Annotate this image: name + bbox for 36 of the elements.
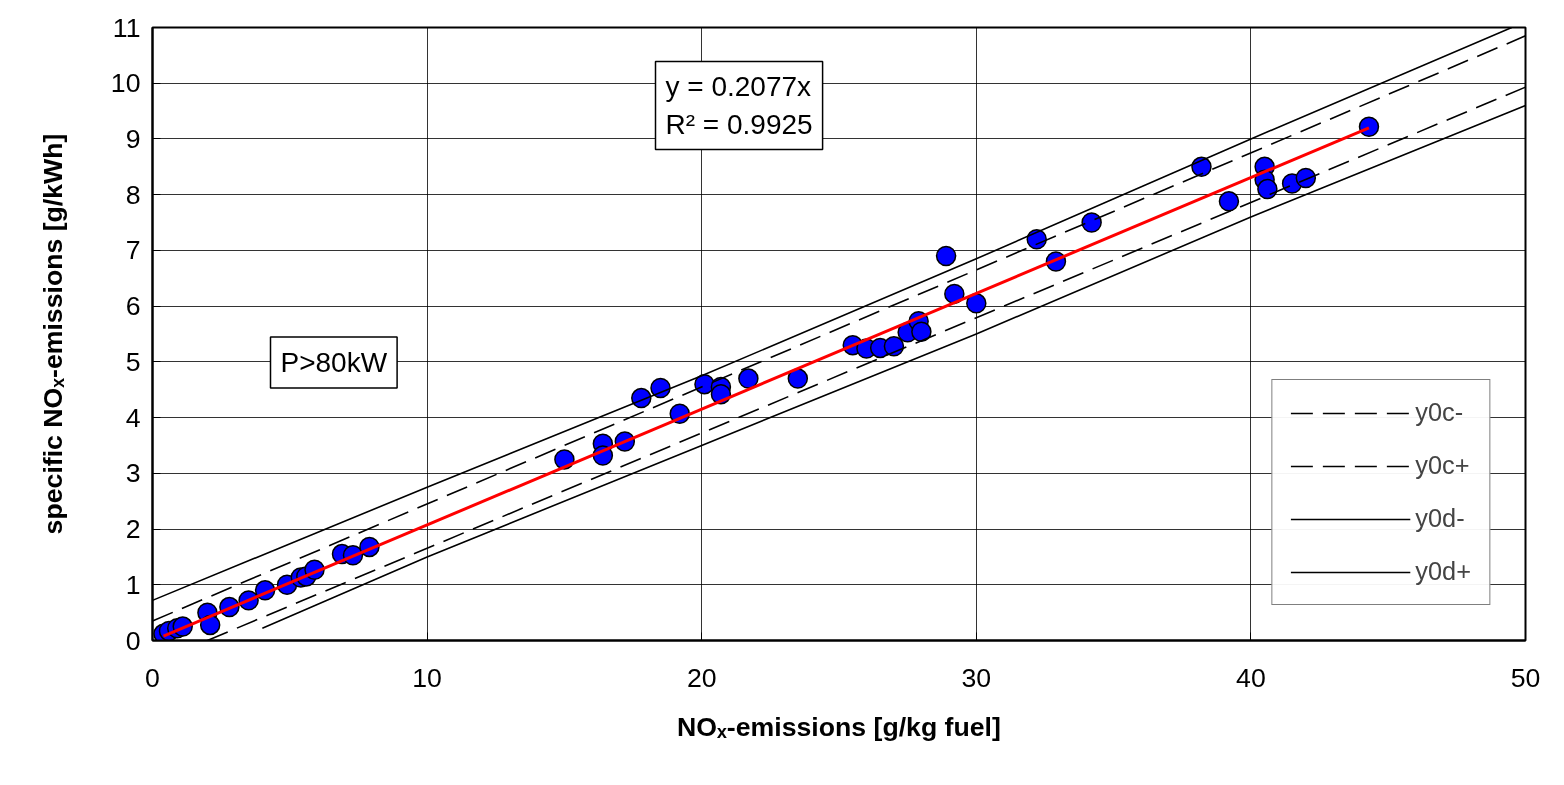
y-tick-label: 11: [112, 12, 141, 43]
point: [738, 368, 759, 389]
y-tick-label: 6: [125, 291, 141, 322]
y-tick-label: 4: [125, 402, 141, 433]
annotation: P>80kW: [280, 347, 388, 378]
y-tick-label: 5: [125, 346, 141, 377]
y-tick-label: 0: [125, 625, 141, 656]
y-tick-label: 10: [110, 68, 141, 99]
point: [883, 336, 905, 357]
point: [935, 245, 957, 267]
x-tick-label: 10: [412, 662, 442, 693]
point: [1257, 178, 1278, 200]
y-axis-title: specific NOₓ-emissions [g/kWh]: [37, 133, 68, 535]
y-tick-label: 3: [125, 458, 141, 489]
point: [911, 321, 932, 342]
point: [1218, 191, 1240, 212]
x-tick-label: 0: [145, 662, 160, 693]
y-tick-label: 2: [125, 514, 141, 545]
legend-label: y0d+: [1415, 557, 1471, 586]
annotation: y = 0.2077x R² = 0.9925: [665, 71, 813, 140]
x-tick-label: 20: [686, 662, 717, 693]
y-tick-label: 7: [125, 235, 141, 266]
x-tick-label: 50: [1510, 662, 1541, 693]
x-axis-title: NOₓ-emissions [g/kg fuel]: [677, 711, 1001, 742]
legend-label: y0c+: [1415, 451, 1470, 480]
y-tick-label: 1: [125, 569, 141, 600]
y-tick-label: 8: [125, 179, 141, 210]
y-tick-label: 9: [125, 123, 141, 154]
point: [787, 368, 809, 389]
point: [966, 293, 987, 314]
x-tick-label: 30: [961, 662, 992, 693]
legend-label: y0d-: [1415, 504, 1465, 533]
legend-label: y0c-: [1415, 398, 1464, 427]
point: [1295, 167, 1317, 189]
x-tick-label: 40: [1236, 662, 1266, 693]
point: [1081, 212, 1102, 233]
